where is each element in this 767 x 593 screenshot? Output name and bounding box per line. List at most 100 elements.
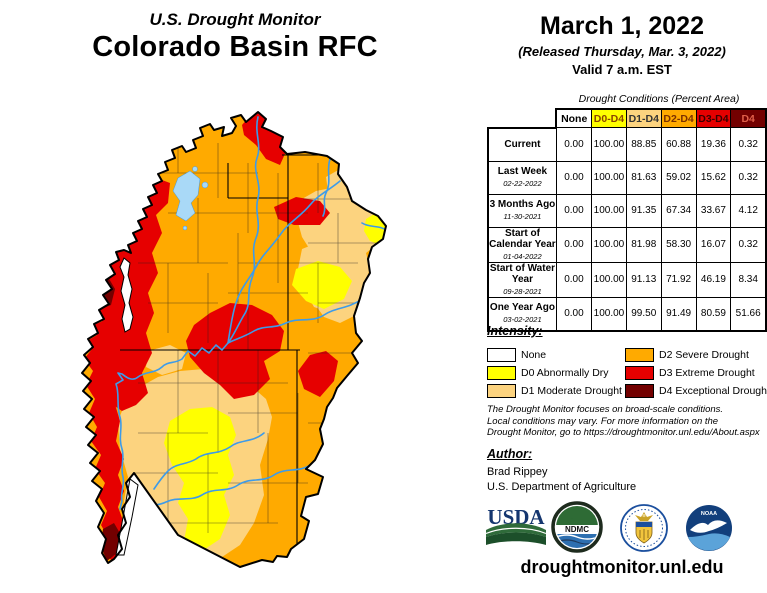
d1-swatch bbox=[487, 384, 516, 398]
cell: 58.30 bbox=[660, 226, 697, 263]
state-boundaries bbox=[120, 154, 327, 558]
d2-swatch bbox=[625, 348, 654, 362]
legend-item-d4: D4 Exceptional Drought bbox=[625, 382, 767, 400]
drought-map bbox=[81, 111, 387, 568]
cell: 0.00 bbox=[555, 261, 593, 298]
valid-time: Valid 7 a.m. EST bbox=[572, 62, 672, 77]
cell: 4.12 bbox=[730, 193, 767, 228]
cell: 15.62 bbox=[695, 160, 732, 195]
disclaimer-line: Drought Monitor, go to https://droughtmo… bbox=[487, 427, 760, 438]
date-block: March 1, 2022 (Released Thursday, Mar. 3… bbox=[482, 12, 762, 77]
disclaimer-line: Local conditions may vary. For more info… bbox=[487, 415, 719, 427]
col-d0-d4: D0-D4 bbox=[591, 108, 627, 128]
cell: 0.32 bbox=[730, 127, 767, 162]
legend-title: Intensity: bbox=[487, 324, 543, 338]
row-date: 11-30-2021 bbox=[503, 212, 542, 221]
row-label: Current bbox=[504, 139, 541, 150]
table-row: 3 Months Ago 11-30-2021 0.00 100.00 91.35… bbox=[486, 193, 767, 228]
author-block: Author: Brad Rippey U.S. Department of A… bbox=[487, 447, 636, 493]
monitor-title: U.S. Drought Monitor bbox=[149, 10, 321, 29]
row-label: 3 Months Ago bbox=[489, 199, 556, 210]
cell: 81.63 bbox=[625, 160, 662, 195]
row-date: 01-04-2022 bbox=[503, 251, 542, 261]
table-row: One Year Ago 03-02-2021 0.00 100.00 99.50… bbox=[486, 296, 767, 332]
basin-outline bbox=[81, 111, 387, 568]
table-caption: Drought Conditions (Percent Area) bbox=[578, 93, 740, 105]
usda-logo: USDA bbox=[485, 507, 547, 545]
d0-swatch bbox=[487, 366, 516, 380]
intensity-legend: Intensity: None D0 Abnormally Dry D1 Mod… bbox=[487, 322, 767, 400]
cell: 51.66 bbox=[730, 296, 767, 332]
drought-conditions-table: None D0-D4 D1-D4 D2-D4 D3-D4 D4 Current … bbox=[486, 108, 767, 332]
cell: 0.00 bbox=[555, 193, 593, 228]
noaa-logo: NOAA bbox=[686, 505, 732, 551]
cell: 80.59 bbox=[695, 296, 732, 332]
row-label: Last Week bbox=[497, 166, 548, 177]
col-d2-d4: D2-D4 bbox=[660, 108, 697, 128]
author-name: Brad Rippey bbox=[487, 466, 548, 478]
basin-gaps bbox=[115, 257, 139, 556]
cell: 16.07 bbox=[695, 226, 732, 263]
cell: 60.88 bbox=[660, 127, 697, 162]
svg-text:NDMC: NDMC bbox=[565, 525, 589, 534]
footer-url: droughtmonitor.unl.edu bbox=[520, 557, 724, 577]
row-date: 03-02-2021 bbox=[503, 315, 542, 324]
table-header-row: None D0-D4 D1-D4 D2-D4 D3-D4 D4 bbox=[488, 108, 767, 128]
table-row: Last Week 02-22-2022 0.00 100.00 81.63 59… bbox=[486, 160, 767, 195]
cell: 100.00 bbox=[591, 160, 627, 195]
table-row: Current 0.00 100.00 88.85 60.88 19.36 0.… bbox=[486, 126, 767, 162]
disclaimer: The Drought Monitor focuses on broad-sca… bbox=[487, 404, 767, 439]
table-row: Start of Calendar Year 01-04-2022 0.00 10… bbox=[486, 226, 767, 263]
cell: 91.13 bbox=[625, 261, 662, 298]
cell: 0.32 bbox=[730, 160, 767, 195]
cell: 67.34 bbox=[660, 193, 697, 228]
ndmc-logo: NDMC bbox=[551, 501, 603, 553]
legend-item-d3: D3 Extreme Drought bbox=[625, 364, 765, 382]
released-date: (Released Thursday, Mar. 3, 2022) bbox=[518, 44, 726, 59]
cell: 33.67 bbox=[695, 193, 732, 228]
legend-item-none: None bbox=[487, 346, 625, 364]
cell: 88.85 bbox=[625, 127, 662, 162]
cell: 0.32 bbox=[730, 226, 767, 263]
svg-text:NOAA: NOAA bbox=[701, 511, 717, 517]
legend-item-d0: D0 Abnormally Dry bbox=[487, 364, 625, 382]
disclaimer-line: The Drought Monitor focuses on broad-sca… bbox=[487, 404, 724, 415]
row-date: 09-28-2021 bbox=[503, 286, 542, 296]
cell: 91.35 bbox=[625, 193, 662, 228]
author-org: U.S. Department of Agriculture bbox=[487, 481, 637, 493]
svg-text:USDA: USDA bbox=[487, 507, 545, 529]
table-corner-cell bbox=[488, 109, 557, 128]
doc-logo bbox=[620, 504, 668, 552]
cell: 0.00 bbox=[555, 296, 593, 332]
cell: 8.34 bbox=[730, 261, 767, 298]
cell: 99.50 bbox=[625, 296, 662, 332]
col-d3-d4: D3-D4 bbox=[695, 108, 732, 128]
cell: 100.00 bbox=[591, 226, 627, 263]
cell: 91.49 bbox=[660, 296, 697, 332]
rivers bbox=[115, 116, 386, 510]
cell: 46.19 bbox=[695, 261, 732, 298]
cell: 71.92 bbox=[660, 261, 697, 298]
cell: 100.00 bbox=[591, 193, 627, 228]
cell: 81.98 bbox=[625, 226, 662, 263]
col-none: None bbox=[555, 108, 593, 128]
map-date: March 1, 2022 bbox=[540, 12, 704, 40]
cell: 0.00 bbox=[555, 160, 593, 195]
col-d1-d4: D1-D4 bbox=[625, 108, 662, 128]
author-label: Author: bbox=[487, 447, 533, 461]
cell: 100.00 bbox=[591, 261, 627, 298]
cell: 0.00 bbox=[555, 127, 593, 162]
cell: 59.02 bbox=[660, 160, 697, 195]
cell: 100.00 bbox=[591, 296, 627, 332]
cell: 19.36 bbox=[695, 127, 732, 162]
legend-item-d2: D2 Severe Drought bbox=[625, 346, 765, 364]
region-title: Colorado Basin RFC bbox=[92, 31, 378, 63]
d4-swatch bbox=[625, 384, 654, 398]
none-swatch bbox=[487, 348, 516, 362]
table-row: Start of Water Year 09-28-2021 0.00 100.0… bbox=[486, 261, 767, 298]
row-date: 02-22-2022 bbox=[503, 179, 542, 188]
legend-item-d1: D1 Moderate Drought bbox=[487, 382, 625, 400]
cell: 0.00 bbox=[555, 226, 593, 263]
d3-swatch bbox=[625, 366, 654, 380]
cell: 100.00 bbox=[591, 127, 627, 162]
